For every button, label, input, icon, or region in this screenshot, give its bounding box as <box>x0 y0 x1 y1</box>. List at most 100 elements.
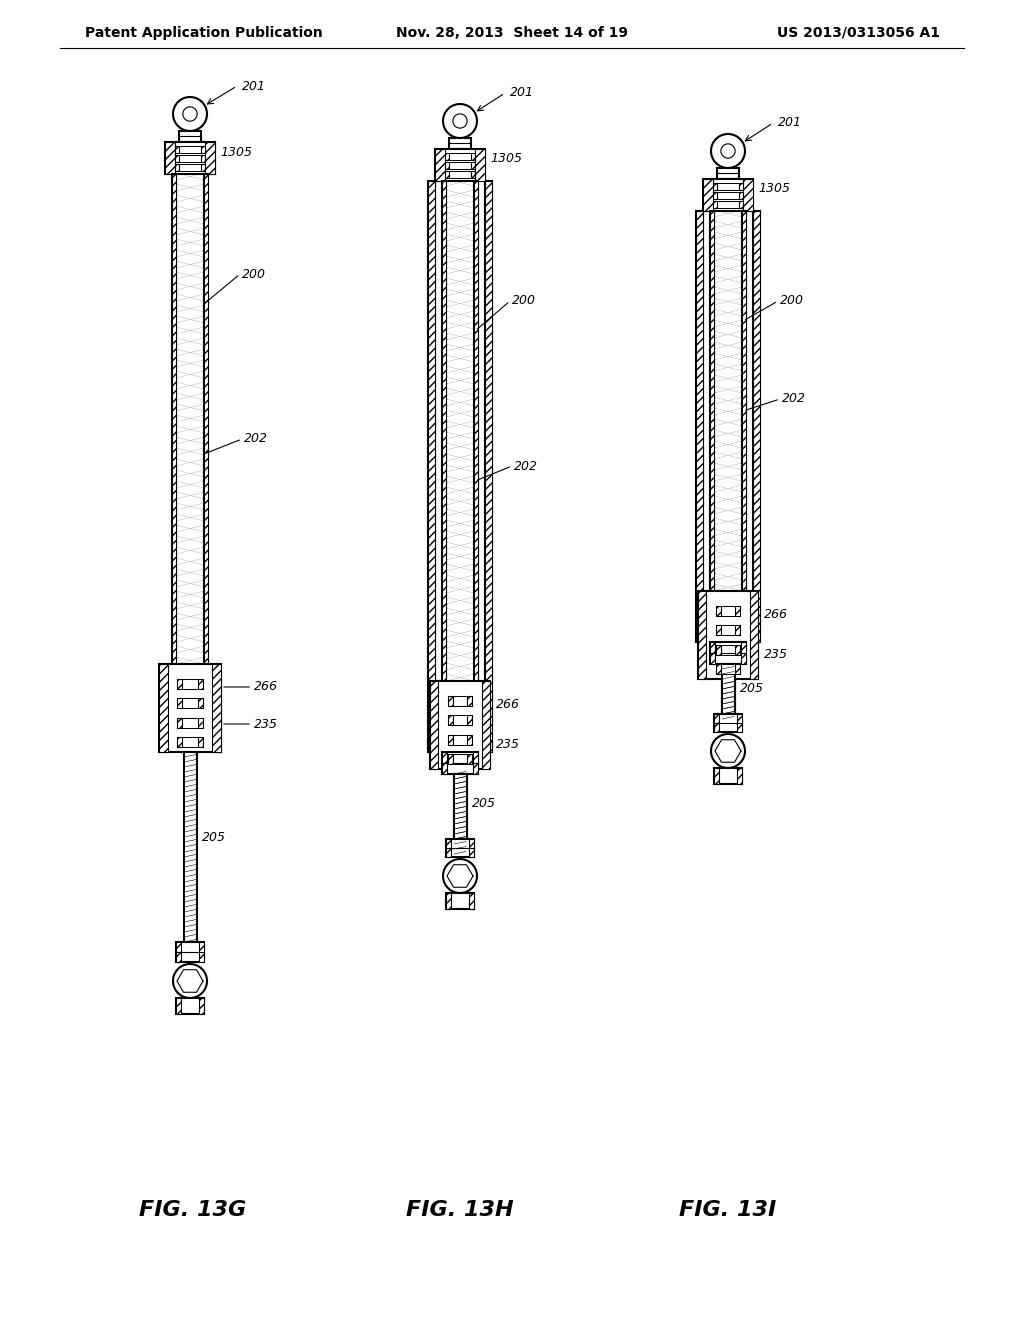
Bar <box>713 183 743 190</box>
Bar <box>172 174 176 664</box>
Bar <box>428 181 435 741</box>
Text: 201: 201 <box>778 116 802 129</box>
Text: 1305: 1305 <box>758 182 790 195</box>
Text: 202: 202 <box>782 392 806 405</box>
Text: Patent Application Publication: Patent Application Publication <box>85 26 323 40</box>
Bar <box>442 181 446 681</box>
Bar <box>482 681 490 770</box>
Bar <box>467 754 472 764</box>
Text: 1305: 1305 <box>490 153 522 165</box>
Bar <box>716 644 721 655</box>
Text: 1305: 1305 <box>220 145 252 158</box>
Bar <box>177 678 203 689</box>
Bar <box>435 149 485 181</box>
Bar <box>445 162 475 169</box>
Text: 205: 205 <box>202 832 226 843</box>
Bar <box>428 741 492 752</box>
Bar <box>201 147 205 153</box>
Bar <box>750 591 758 678</box>
Text: 266: 266 <box>496 697 520 710</box>
Bar <box>428 741 492 752</box>
Bar <box>165 143 215 174</box>
Bar <box>442 752 447 774</box>
Bar <box>449 696 472 705</box>
Bar <box>442 752 478 774</box>
Bar <box>449 696 453 705</box>
Text: 202: 202 <box>514 459 538 473</box>
Bar <box>175 154 179 162</box>
Bar <box>471 172 475 178</box>
Bar <box>717 168 739 180</box>
Bar <box>467 715 472 725</box>
Bar <box>449 754 472 764</box>
Bar <box>739 201 743 209</box>
Bar <box>165 143 175 174</box>
Bar <box>449 715 453 725</box>
Text: FIG. 13I: FIG. 13I <box>679 1200 776 1220</box>
Bar <box>445 153 449 160</box>
Text: 266: 266 <box>254 681 278 693</box>
Bar <box>445 172 475 178</box>
Bar <box>176 998 181 1014</box>
Bar <box>474 181 478 681</box>
Bar <box>204 174 208 664</box>
Bar <box>713 201 717 209</box>
Bar <box>205 143 215 174</box>
Bar <box>428 181 435 741</box>
Text: FIG. 13H: FIG. 13H <box>407 1200 514 1220</box>
Bar <box>445 172 449 178</box>
Text: US 2013/0313056 A1: US 2013/0313056 A1 <box>777 26 940 40</box>
Bar <box>176 942 204 962</box>
Polygon shape <box>443 859 477 894</box>
Text: Nov. 28, 2013  Sheet 14 of 19: Nov. 28, 2013 Sheet 14 of 19 <box>396 26 628 40</box>
Bar <box>176 942 181 962</box>
Text: 201: 201 <box>242 79 266 92</box>
Bar <box>473 752 478 774</box>
Bar <box>177 698 182 708</box>
Bar <box>703 180 713 211</box>
Bar <box>430 681 438 770</box>
Bar <box>212 664 221 752</box>
Polygon shape <box>173 96 207 131</box>
Bar <box>696 211 703 631</box>
Text: 200: 200 <box>512 294 536 308</box>
Bar <box>198 698 203 708</box>
Text: 235: 235 <box>764 648 788 660</box>
Bar <box>454 770 467 854</box>
Bar <box>435 149 445 181</box>
Bar <box>714 768 742 784</box>
Bar <box>449 734 453 744</box>
Polygon shape <box>711 734 745 768</box>
Bar <box>172 174 176 664</box>
Bar <box>449 715 472 725</box>
Bar <box>716 664 721 675</box>
Bar <box>741 642 746 664</box>
Bar <box>716 624 721 635</box>
Bar <box>485 181 492 741</box>
Bar <box>713 201 743 209</box>
Bar <box>722 678 735 719</box>
Bar <box>696 211 703 631</box>
Bar <box>735 606 740 615</box>
Bar <box>485 181 492 741</box>
Bar <box>175 164 205 172</box>
Bar <box>714 768 719 784</box>
Bar <box>175 147 205 153</box>
Bar <box>198 718 203 727</box>
Bar <box>199 998 204 1014</box>
Bar <box>710 211 714 591</box>
Bar <box>739 191 743 199</box>
Bar <box>713 183 717 190</box>
Text: 235: 235 <box>254 718 278 730</box>
Bar <box>469 894 474 909</box>
Text: 205: 205 <box>740 682 764 696</box>
Bar <box>446 840 474 857</box>
Bar <box>177 737 182 747</box>
Text: 200: 200 <box>780 294 804 308</box>
Polygon shape <box>173 964 207 998</box>
Text: 266: 266 <box>764 607 788 620</box>
Bar <box>175 164 179 172</box>
Bar <box>201 154 205 162</box>
Bar <box>198 737 203 747</box>
Text: FIG. 13G: FIG. 13G <box>139 1200 247 1220</box>
